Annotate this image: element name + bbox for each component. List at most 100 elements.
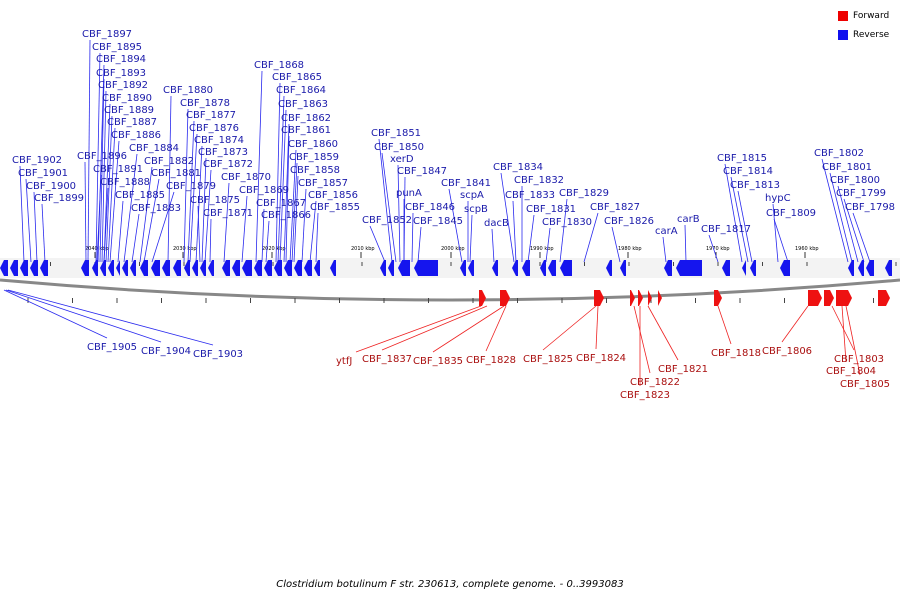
- reverse-gene: [0, 260, 8, 276]
- gene-label-cbf-1856: CBF_1856: [308, 190, 358, 201]
- leader-line: [773, 218, 789, 263]
- reverse-gene: [512, 260, 518, 276]
- leader-line: [241, 195, 248, 263]
- forward-gene: [808, 290, 822, 306]
- tick-label: 1980 kbp: [618, 246, 642, 252]
- reverse-gene: [122, 260, 128, 276]
- gene-label-cbf-1832: CBF_1832: [514, 175, 564, 186]
- legend-item-forward: Forward: [838, 8, 889, 23]
- reverse-gene: [330, 260, 336, 276]
- reverse-gene: [380, 260, 386, 276]
- gene-label-cbf-1806: CBF_1806: [762, 346, 812, 357]
- reverse-gene: [294, 260, 302, 276]
- tick-label: 1960 kbp: [795, 246, 819, 252]
- leader-line: [201, 157, 207, 263]
- tick-label: 2040 kbp: [85, 246, 109, 252]
- gene-label-cbf-1817: CBF_1817: [701, 224, 751, 235]
- gene-label-cbf-1861: CBF_1861: [281, 125, 331, 136]
- leader-line: [378, 138, 393, 263]
- reverse-gene: [208, 260, 214, 276]
- gene-label-cbf-1888: CBF_1888: [100, 177, 150, 188]
- genome-backbone: [0, 278, 900, 302]
- gene-label-cbf-1831: CBF_1831: [526, 204, 576, 215]
- reverse-gene: [620, 260, 626, 276]
- reverse-gene: [742, 260, 746, 276]
- gene-label-cbf-1892: CBF_1892: [98, 80, 148, 91]
- leader-line: [151, 191, 175, 263]
- forward-gene: [824, 290, 834, 306]
- legend-label-forward: Forward: [853, 10, 890, 21]
- gene-label-cbf-1815: CBF_1815: [717, 153, 767, 164]
- leader-line: [662, 236, 667, 263]
- gene-label-cbf-1855: CBF_1855: [310, 202, 360, 213]
- gene-label-cbf-1845: CBF_1845: [413, 216, 463, 227]
- gene-label-cbf-1814: CBF_1814: [723, 166, 773, 177]
- leader-line: [105, 115, 113, 263]
- reverse-gene: [173, 260, 181, 276]
- gene-label-cbf-1824: CBF_1824: [576, 353, 626, 364]
- gene-label-cbf-1878: CBF_1878: [180, 98, 230, 109]
- leader-line: [611, 226, 621, 263]
- leader-line: [183, 108, 189, 263]
- leader-line: [19, 165, 25, 263]
- leader-line: [527, 214, 535, 263]
- leader-line: [841, 305, 847, 363]
- tick-label: 2010 kbp: [351, 246, 375, 252]
- gene-label-cbf-1800: CBF_1800: [830, 175, 880, 186]
- leader-line: [117, 200, 124, 263]
- leader-line: [417, 226, 422, 263]
- gene-label-cbf-1846: CBF_1846: [405, 202, 455, 213]
- leader-line: [829, 172, 853, 263]
- forward-gene: [836, 290, 852, 306]
- leader-line: [708, 234, 719, 263]
- reverse-gene: [140, 260, 148, 276]
- forward-gene: [594, 290, 604, 306]
- gene-label-carb: carB: [677, 214, 700, 225]
- leader-line: [123, 153, 138, 263]
- forward-gene: [878, 290, 890, 306]
- leader-line: [381, 152, 397, 263]
- leader-line: [195, 145, 203, 263]
- leader-line: [559, 198, 568, 263]
- gene-label-cbf-1813: CBF_1813: [730, 180, 780, 191]
- leader-line: [633, 305, 651, 374]
- reverse-gene: [468, 260, 474, 276]
- leader-line: [7, 289, 214, 346]
- gene-label-hypc: hypC: [765, 193, 791, 204]
- leader-line: [448, 188, 463, 263]
- gene-label-cbf-1867: CBF_1867: [256, 198, 306, 209]
- gene-label-cbf-1894: CBF_1894: [96, 54, 146, 65]
- tick-label: 1990 kbp: [530, 246, 554, 252]
- genome-caption: Clostridium botulinum F str. 230613, com…: [276, 579, 624, 590]
- leader-line: [84, 161, 87, 263]
- reverse-gene: [848, 260, 854, 276]
- leader-line: [279, 109, 287, 263]
- leader-line: [512, 200, 517, 263]
- leader-line: [204, 169, 212, 263]
- gene-label-cbf-1890: CBF_1890: [102, 93, 152, 104]
- gene-layer: [0, 260, 892, 306]
- reverse-gene: [492, 260, 498, 276]
- reverse-gene: [30, 260, 38, 276]
- leader-line: [843, 198, 865, 263]
- reverse-gene: [100, 260, 106, 276]
- leader-line: [397, 164, 401, 263]
- leader-line: [103, 187, 109, 263]
- leader-line: [772, 203, 779, 263]
- gene-label-cbf-1887: CBF_1887: [107, 117, 157, 128]
- gene-label-cbf-1903: CBF_1903: [193, 349, 243, 360]
- leader-line: [3, 289, 108, 339]
- gene-label-cbf-1897: CBF_1897: [82, 29, 132, 40]
- gene-label-cbf-1821: CBF_1821: [658, 364, 708, 375]
- gene-label-cbf-1851: CBF_1851: [371, 128, 421, 139]
- forward-gene: [648, 290, 652, 306]
- reverse-gene: [242, 260, 252, 276]
- leader-line: [223, 182, 230, 263]
- gene-label-cbf-1818: CBF_1818: [711, 348, 761, 359]
- reverse-gene: [388, 260, 394, 276]
- leader-line: [781, 305, 809, 343]
- forward-gene: [658, 290, 662, 306]
- gene-label-cbf-1902: CBF_1902: [12, 155, 62, 166]
- reverse-gene: [606, 260, 612, 276]
